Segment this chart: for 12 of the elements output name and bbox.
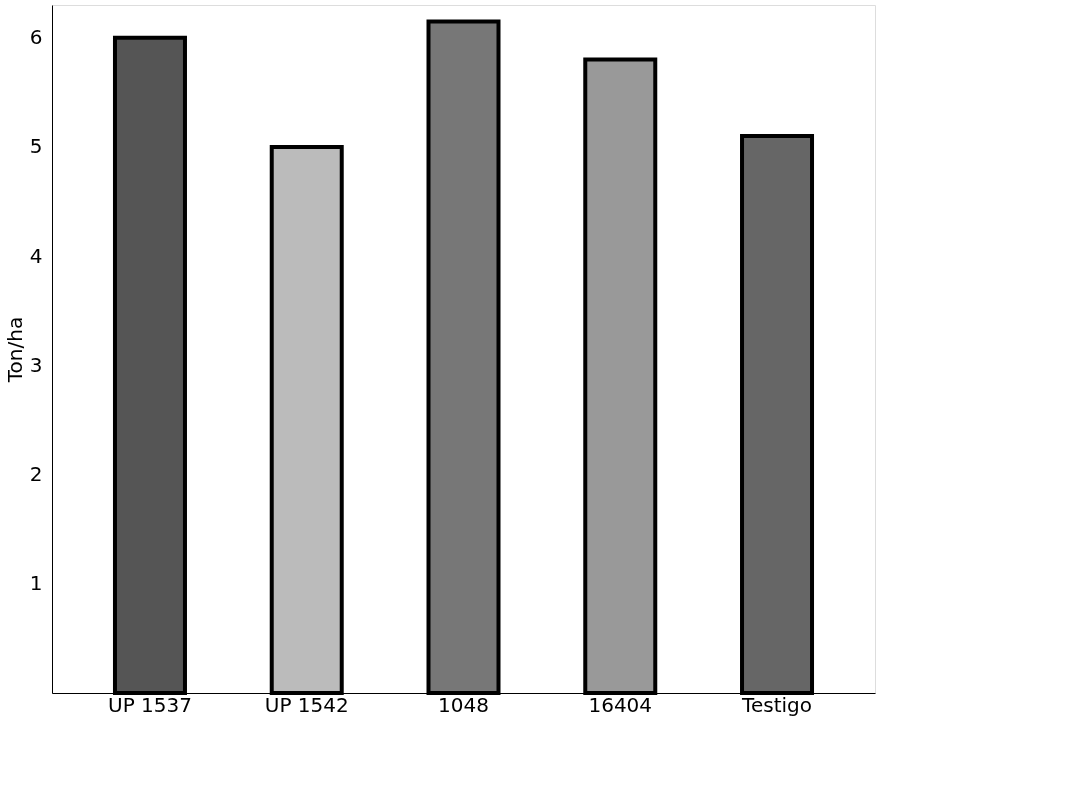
y-tick-label: 2 bbox=[29, 462, 43, 487]
x-tick-label: Testigo bbox=[741, 692, 812, 717]
y-axis-title: Ton/ha bbox=[2, 316, 27, 384]
y-tick-label: 4 bbox=[29, 243, 43, 268]
y-tick-label: 3 bbox=[29, 352, 43, 377]
x-tick-label: 16404 bbox=[588, 692, 653, 717]
x-tick-label: UP 1542 bbox=[264, 692, 349, 717]
x-tick-label: 1048 bbox=[438, 692, 489, 717]
y-tick-label: 5 bbox=[29, 134, 43, 159]
y-tick-label: 6 bbox=[29, 25, 43, 50]
x-tick-label: UP 1537 bbox=[107, 692, 192, 717]
y-tick-label: 1 bbox=[29, 571, 43, 596]
